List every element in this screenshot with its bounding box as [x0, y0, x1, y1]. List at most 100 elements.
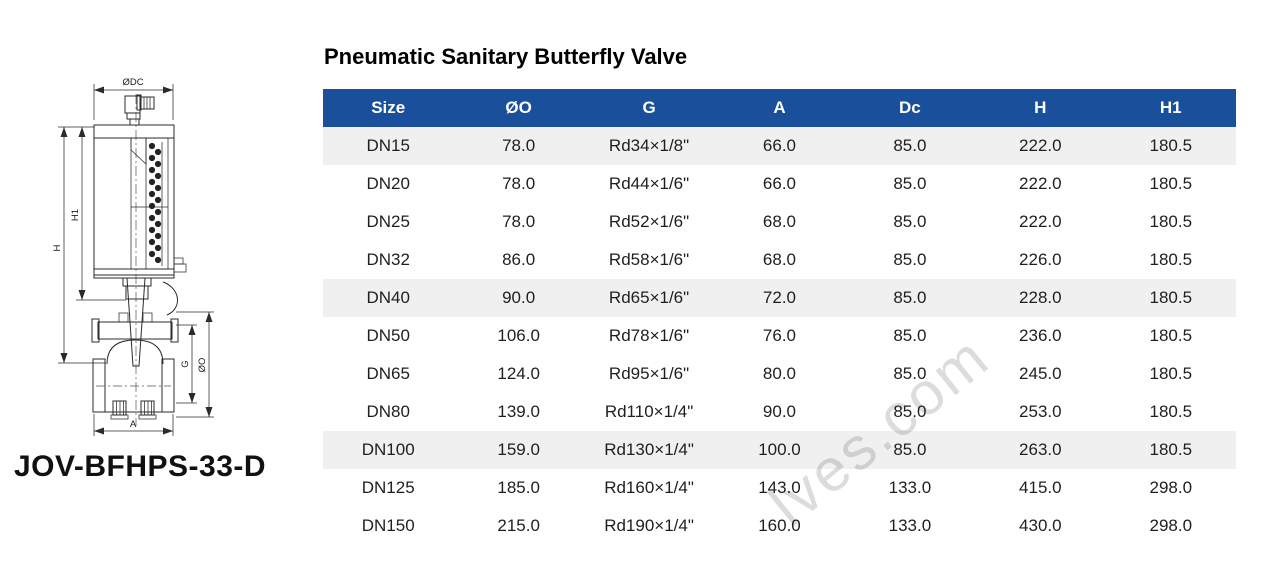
- table-cell: 180.5: [1149, 212, 1193, 231]
- column-header: ØO: [453, 89, 584, 127]
- table-cell: 85.0: [893, 326, 927, 345]
- dim-label-dc-icon: ØDC: [122, 77, 143, 88]
- table-cell: DN25: [366, 212, 410, 231]
- column-header: A: [714, 89, 845, 127]
- table-cell: 180.5: [1149, 174, 1193, 193]
- table-cell: 215.0: [497, 516, 540, 535]
- table-cell: Rd65×1/6": [583, 279, 715, 317]
- dimension-h1: H1: [58, 126, 126, 301]
- table-cell: 185.0: [497, 478, 540, 497]
- table-cell: 253.0: [1019, 402, 1062, 421]
- dimension-a: A: [93, 414, 174, 436]
- table-cell: 85.0: [893, 250, 927, 269]
- table-cell: 85.0: [844, 431, 976, 469]
- dimension-g: G: [176, 324, 197, 404]
- dim-label-o: ØO: [197, 358, 208, 373]
- table-cell: 180.5: [1149, 326, 1193, 345]
- table-header-row: Size ØO G A Dc H H1: [323, 89, 1236, 127]
- table-cell: DN80: [366, 402, 410, 421]
- dim-label-a: A: [130, 419, 137, 430]
- column-header: G: [583, 89, 715, 127]
- table-row: DN150 215.0 Rd190×1/4" 160.0 133.0 430.0 298.0: [323, 507, 1236, 545]
- table-cell: Rd95×1/6": [608, 364, 690, 383]
- table-cell: 85.0: [893, 402, 927, 421]
- table-cell: Rd130×1/4": [583, 431, 715, 469]
- table-row: DN80 139.0 Rd110×1/4" 90.0 85.0 253.0 180.5: [323, 393, 1236, 431]
- table-row: DN20 78.0 Rd44×1/6" 66.0 85.0 222.0 180.5: [323, 165, 1236, 203]
- table-cell: Rd78×1/6": [608, 326, 690, 345]
- table-cell: DN65: [366, 364, 410, 383]
- column-header: Size: [323, 89, 454, 127]
- spec-panel: Pneumatic Sanitary Butterfly Valve Size Ø…: [323, 44, 1236, 545]
- table-cell: 222.0: [1019, 174, 1062, 193]
- table-cell: 80.0: [762, 364, 797, 383]
- table-row: DN32 86.0 Rd58×1/6" 68.0 85.0 226.0 180.5: [323, 241, 1236, 279]
- dim-label-h: H: [52, 244, 63, 251]
- table-cell: 236.0: [1019, 326, 1062, 345]
- table-cell: 298.0: [1149, 516, 1193, 535]
- table-row: DN15 78.0 Rd34×1/8" 66.0 85.0 222.0 180.5: [323, 127, 1236, 165]
- table-cell: 245.0: [1019, 364, 1062, 383]
- bolt-knob: [140, 400, 155, 416]
- table-cell: 85.0: [844, 127, 976, 165]
- table-cell: DN20: [366, 174, 410, 193]
- drawing-panel: ØDC: [0, 0, 318, 567]
- table-cell: DN40: [323, 279, 454, 317]
- table-cell: 66.0: [714, 127, 845, 165]
- table-cell: 78.0: [502, 212, 536, 231]
- table-cell: 180.5: [1149, 402, 1193, 421]
- table-cell: 68.0: [762, 212, 797, 231]
- table-cell: 66.0: [762, 174, 797, 193]
- table-cell: 415.0: [1019, 478, 1062, 497]
- table-cell: 298.0: [1149, 478, 1193, 497]
- table-row: DN25 78.0 Rd52×1/6" 68.0 85.0 222.0 180.5: [323, 203, 1236, 241]
- table-cell: 228.0: [975, 279, 1106, 317]
- table-cell: 106.0: [497, 326, 540, 345]
- table-cell: Rd58×1/6": [608, 250, 690, 269]
- table-cell: 78.0: [453, 127, 584, 165]
- table-cell: 133.0: [888, 516, 932, 535]
- table-cell: 76.0: [762, 326, 797, 345]
- dimension-o: ØO: [176, 311, 214, 418]
- table-cell: 133.0: [888, 478, 932, 497]
- dimension-dc: ØDC: [93, 77, 174, 120]
- table-cell: 263.0: [975, 431, 1106, 469]
- table-row: DN125 185.0 Rd160×1/4" 143.0 133.0 415.0 298.0: [323, 469, 1236, 507]
- table-cell: 143.0: [758, 478, 801, 497]
- table-row: DN65 124.0 Rd95×1/6" 80.0 85.0 245.0 180.5: [323, 355, 1236, 393]
- table-cell: 85.0: [893, 174, 927, 193]
- air-fitting: [124, 94, 155, 126]
- table-cell: 180.5: [1105, 431, 1236, 469]
- spring-balls: [148, 142, 162, 264]
- valve-technical-drawing: ØDC: [52, 77, 214, 436]
- table-cell: 180.5: [1105, 127, 1236, 165]
- table-cell: DN15: [323, 127, 454, 165]
- table-cell: 86.0: [502, 250, 536, 269]
- spec-table: Size ØO G A Dc H H1 DN15 78.0 Rd34×1/8" 66.0 85.0 2…: [323, 89, 1236, 545]
- table-cell: 124.0: [497, 364, 540, 383]
- table-cell: DN150: [361, 516, 415, 535]
- table-cell: DN100: [323, 431, 454, 469]
- table-cell: Rd160×1/4": [604, 478, 694, 497]
- table-row: DN100 159.0 Rd130×1/4" 100.0 85.0 263.0 180.5: [323, 431, 1236, 469]
- table-cell: 139.0: [497, 402, 540, 421]
- actuator-body: [93, 124, 187, 279]
- valve-neck-flange: [91, 312, 179, 365]
- column-header: H1: [1105, 89, 1236, 127]
- dim-label-h1: H1: [70, 209, 81, 221]
- table-row: DN40 90.0 Rd65×1/6" 72.0 85.0 228.0 180.5: [323, 279, 1236, 317]
- dim-label-g: G: [180, 360, 191, 367]
- dimension-h: H: [52, 127, 106, 364]
- table-cell: DN125: [361, 478, 415, 497]
- table-cell: 180.5: [1105, 279, 1236, 317]
- bolt-knob: [112, 400, 127, 416]
- table-cell: 90.0: [762, 402, 797, 421]
- table-row: DN50 106.0 Rd78×1/6" 76.0 85.0 236.0 180.5: [323, 317, 1236, 355]
- table-cell: 222.0: [1019, 212, 1062, 231]
- table-cell: 160.0: [758, 516, 801, 535]
- table-cell: DN32: [366, 250, 410, 269]
- table-cell: 159.0: [453, 431, 584, 469]
- table-body: DN15 78.0 Rd34×1/8" 66.0 85.0 222.0 180.5 DN20 7…: [323, 127, 1236, 545]
- table-cell: 180.5: [1149, 364, 1193, 383]
- table-cell: 90.0: [453, 279, 584, 317]
